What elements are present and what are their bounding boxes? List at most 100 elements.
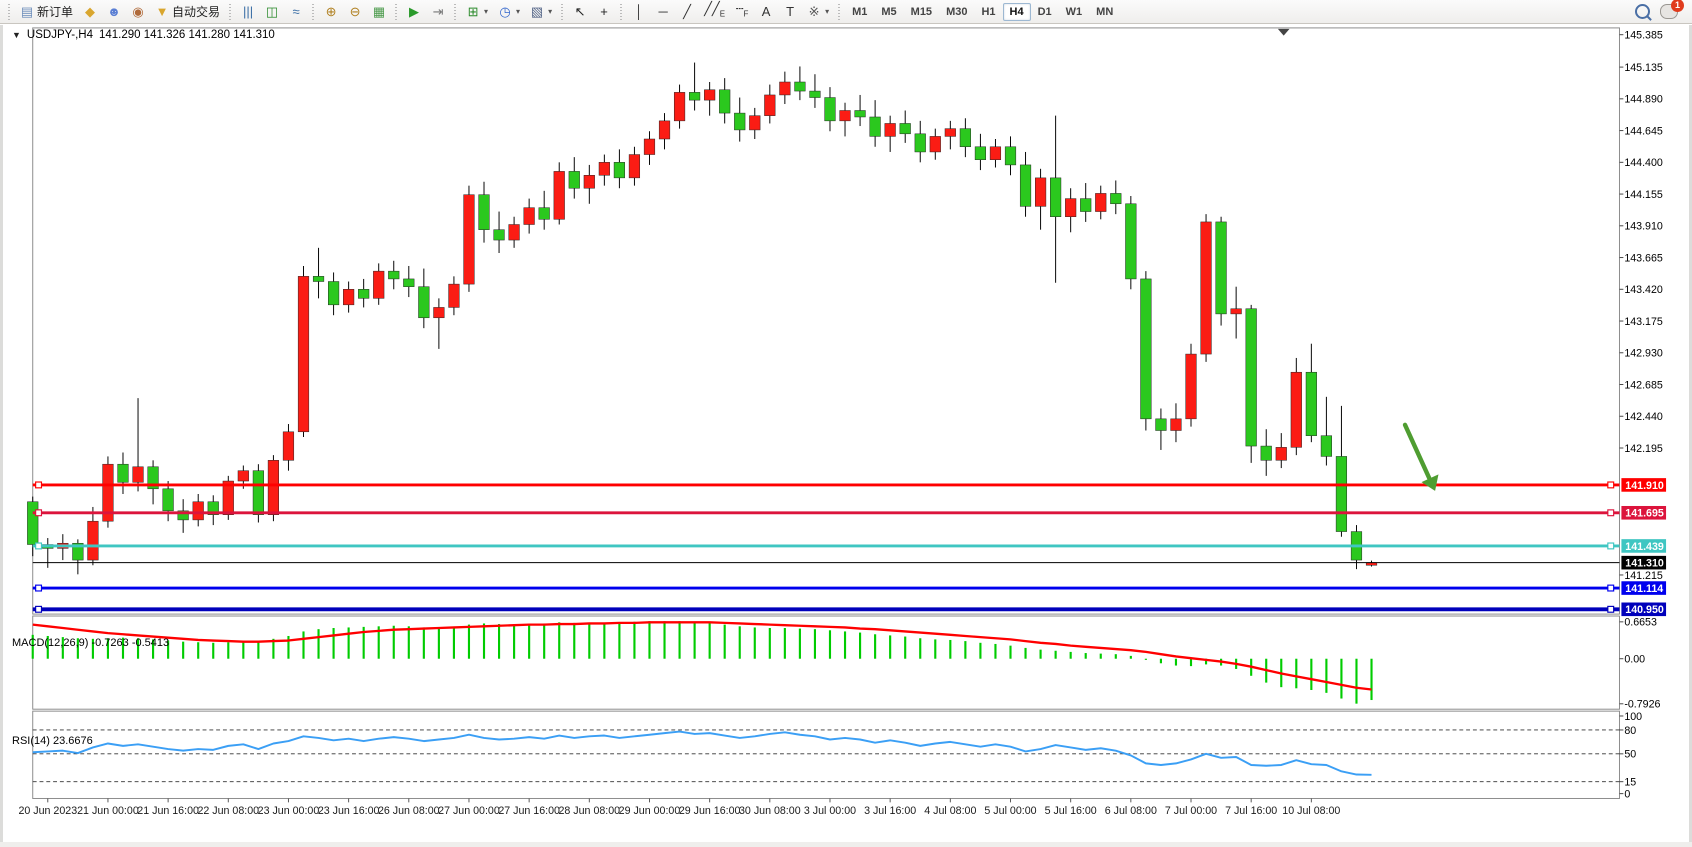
text-label-button[interactable]: T xyxy=(778,3,802,21)
signals-button[interactable]: ◉ xyxy=(126,3,150,21)
zoom-in-button[interactable]: ⊕ xyxy=(319,3,343,21)
candle-bullish xyxy=(884,123,896,137)
candle-bullish xyxy=(1035,177,1047,207)
horizontal-line-button[interactable]: ─ xyxy=(651,3,675,21)
line-anchor-marker[interactable] xyxy=(35,481,43,489)
cursor-button[interactable]: ↖ xyxy=(568,3,592,21)
toolbar-drag-handle[interactable] xyxy=(837,3,843,20)
price-line-tag xyxy=(1621,581,1667,595)
toolbar-drag-handle[interactable] xyxy=(619,3,625,20)
candle-bearish xyxy=(207,501,219,515)
toolbar-drag-handle[interactable] xyxy=(560,3,566,20)
price-line-141910[interactable]: 141.910 xyxy=(32,478,1667,492)
market-profile-button[interactable]: ☻ xyxy=(102,3,126,21)
candle-bullish xyxy=(237,470,249,482)
candle-bearish xyxy=(1004,146,1017,166)
trendline-icon: ╱ xyxy=(683,3,691,19)
toolbar-drag-handle[interactable] xyxy=(7,3,12,20)
price-axis-label: 145.385 xyxy=(1624,30,1663,42)
price-axis-label: 144.155 xyxy=(1624,189,1663,201)
timeframe-M5[interactable]: M5 xyxy=(881,5,897,18)
toolbar-drag-handle[interactable] xyxy=(228,3,234,20)
price-axis-label: 142.930 xyxy=(1624,348,1663,360)
notifications-icon[interactable]: 1 xyxy=(1660,0,1684,19)
price-line-141310[interactable]: 141.310 xyxy=(32,555,1667,570)
templates-caret-icon[interactable]: ▾ xyxy=(548,7,553,16)
line-anchor-marker[interactable] xyxy=(35,584,43,592)
line-anchor-marker[interactable] xyxy=(1607,509,1615,517)
toolbar-drag-handle[interactable] xyxy=(394,3,400,20)
arrows-tool-caret-icon[interactable]: ▾ xyxy=(825,7,830,16)
trendline-button[interactable]: ╱ xyxy=(675,3,699,21)
macd-pane[interactable] xyxy=(32,615,1620,710)
bar-chart-button[interactable]: ||| xyxy=(236,3,260,21)
line-anchor-marker[interactable] xyxy=(1607,584,1615,592)
line-anchor-marker[interactable] xyxy=(35,509,43,517)
periods-caret-icon[interactable]: ▾ xyxy=(516,7,521,16)
zoom-out-button[interactable]: ⊖ xyxy=(343,3,367,21)
price-line-tag-text: 141.310 xyxy=(1625,558,1664,570)
chart-canvas[interactable]: 145.385 145.135 144.890 144.645 144.400 144.1… xyxy=(0,25,1692,847)
timeframe-M1[interactable]: M1 xyxy=(852,5,868,18)
window-left-edge xyxy=(0,25,3,847)
price-line-141114[interactable]: 141.114 xyxy=(32,581,1667,595)
timeframe-M30[interactable]: M30 xyxy=(946,5,968,18)
price-axis[interactable]: 145.385 145.135 144.890 144.645 144.400 144.1… xyxy=(1619,30,1663,582)
time-axis-label: 21 Jun 16:00 xyxy=(137,805,199,817)
candle-bullish xyxy=(749,115,761,131)
chart-title-caret-icon[interactable]: ▼ xyxy=(12,30,21,40)
candlestick-chart-button[interactable]: ◫ xyxy=(260,3,284,21)
line-anchor-marker[interactable] xyxy=(1607,481,1615,489)
chart-shift-marker-icon[interactable] xyxy=(1277,28,1290,36)
templates-button[interactable]: ▧ ▾ xyxy=(525,3,557,21)
market-profile-icon: ☻ xyxy=(107,3,121,19)
candle-bearish xyxy=(1305,371,1317,436)
templates-icon: ▧ xyxy=(530,3,544,19)
candle-bullish xyxy=(523,207,535,225)
timeframe-H4[interactable]: H4 xyxy=(1002,2,1031,21)
tile-windows-button[interactable]: ▦ xyxy=(367,3,391,21)
periods-button[interactable]: ◷ ▾ xyxy=(493,3,525,21)
add-indicator-caret-icon[interactable]: ▾ xyxy=(484,7,489,16)
timeframe-D1[interactable]: D1 xyxy=(1037,5,1052,18)
price-line-140950[interactable]: 140.950 xyxy=(32,602,1667,617)
new-order-button[interactable]: ▤ 新订单 xyxy=(15,3,78,21)
chart-shift-button[interactable]: ⇥ xyxy=(426,3,450,21)
gold-ingot-button[interactable]: ◆ xyxy=(78,3,102,21)
line-chart-button[interactable]: ≈ xyxy=(284,3,308,21)
text-button[interactable]: A xyxy=(754,3,778,21)
equidistant-channel-button[interactable]: ╱╱E xyxy=(699,1,730,21)
toolbar-drag-handle[interactable] xyxy=(453,3,459,20)
arrows-tool-button[interactable]: ※ ▾ xyxy=(802,3,834,21)
line-anchor-marker[interactable] xyxy=(1607,605,1615,613)
candle-bearish xyxy=(72,542,84,561)
fibonacci-button[interactable]: ┄F xyxy=(730,1,754,21)
price-axis-label: 144.890 xyxy=(1624,94,1663,106)
timeframe-MN[interactable]: MN xyxy=(1096,5,1114,18)
line-anchor-marker[interactable] xyxy=(35,605,43,613)
chart-window[interactable]: 145.385 145.135 144.890 144.645 144.400 144.1… xyxy=(0,25,1692,847)
toolbar-right: 1 xyxy=(1635,0,1688,19)
toolbar-drag-handle[interactable] xyxy=(311,3,317,20)
line-anchor-marker[interactable] xyxy=(35,542,43,550)
search-icon[interactable] xyxy=(1635,4,1650,19)
auto-trading-button[interactable]: ▼ 自动交易 xyxy=(150,3,225,21)
rsi-line xyxy=(32,730,1372,776)
add-indicator-button[interactable]: ⊞ ▾ xyxy=(461,3,493,21)
timeframe-H1[interactable]: H1 xyxy=(981,5,996,18)
vertical-line-button[interactable]: │ xyxy=(627,3,651,21)
candle-bullish xyxy=(1200,221,1212,355)
trend-arrow-annotation[interactable] xyxy=(1402,422,1439,491)
timeframe-M15[interactable]: M15 xyxy=(910,5,933,18)
price-line-141695[interactable]: 141.695 xyxy=(32,505,1667,520)
candle-bearish xyxy=(252,470,264,515)
signals-icon: ◉ xyxy=(132,3,144,19)
auto-scroll-button[interactable]: ▶ xyxy=(402,3,426,21)
price-line-141439[interactable]: 141.439 xyxy=(32,539,1667,553)
crosshair-button[interactable]: + xyxy=(592,3,616,21)
rsi-pane[interactable] xyxy=(32,710,1620,799)
candle-bearish xyxy=(478,194,490,230)
line-anchor-marker[interactable] xyxy=(1607,542,1615,550)
timeframe-W1[interactable]: W1 xyxy=(1065,5,1083,18)
